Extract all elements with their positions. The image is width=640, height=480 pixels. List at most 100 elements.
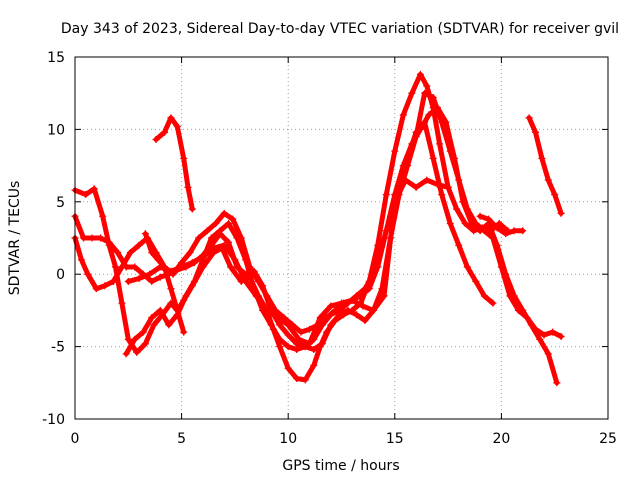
data-point [412, 128, 420, 136]
data-point [101, 282, 109, 290]
data-point [276, 343, 284, 351]
data-point [131, 263, 139, 271]
data-point [369, 306, 377, 314]
data-point [455, 241, 463, 249]
data-point [139, 328, 147, 336]
data-point [167, 114, 175, 122]
data-point [369, 270, 377, 278]
data-point [425, 111, 433, 119]
data-point [284, 364, 292, 372]
axis-ticks: 0 5 10 15 20 25 -10 -5 0 5 10 15 [42, 50, 617, 447]
data-point [233, 234, 241, 242]
series-track-6 [152, 114, 196, 213]
data-point [463, 263, 471, 271]
data-point [306, 325, 314, 333]
data-point [112, 263, 120, 271]
data-point [216, 227, 224, 235]
data-point [327, 302, 335, 310]
data-point [173, 306, 181, 314]
data-point [90, 185, 98, 193]
data-point [284, 343, 292, 351]
data-point [476, 212, 484, 220]
data-point [423, 82, 431, 90]
data-point [242, 256, 250, 264]
series-track-5 [124, 176, 452, 348]
data-point [429, 94, 437, 102]
data-point [97, 234, 105, 242]
data-point [352, 292, 360, 300]
y-axis-label: SDTVAR / TECUs [7, 181, 23, 296]
data-point [316, 314, 324, 322]
data-point [297, 328, 305, 336]
series-track-9 [476, 212, 527, 238]
data-point [284, 321, 292, 329]
data-point [92, 285, 100, 293]
series-line [153, 115, 195, 212]
data-point [210, 244, 218, 252]
data-point [348, 296, 356, 304]
data-point [551, 191, 559, 199]
data-point [544, 350, 552, 358]
data-point [231, 256, 239, 264]
data-point [190, 277, 198, 285]
data-point [161, 263, 169, 271]
data-point [310, 361, 318, 369]
data-point [468, 220, 476, 228]
data-point [152, 136, 160, 144]
series-track-7 [525, 114, 565, 217]
data-point [135, 241, 143, 249]
data-point [195, 234, 203, 242]
data-point [122, 350, 130, 358]
data-point [146, 270, 154, 278]
data-point [271, 306, 279, 314]
data-point [412, 183, 420, 191]
data-point [318, 340, 326, 348]
data-point [557, 209, 565, 217]
data-point [254, 277, 262, 285]
series-line [526, 115, 564, 216]
data-point [199, 253, 207, 261]
data-point [150, 321, 158, 329]
data-point [352, 311, 360, 319]
x-tick-label: 15 [386, 431, 404, 447]
data-point [148, 248, 156, 256]
data-point [519, 306, 527, 314]
data-point [178, 263, 186, 271]
data-point [472, 277, 480, 285]
data-point [135, 275, 143, 283]
data-point [327, 321, 335, 329]
data-point [493, 224, 501, 232]
data-point [165, 321, 173, 329]
data-point [276, 335, 284, 343]
data-point [361, 285, 369, 293]
data-point [401, 176, 409, 184]
data-point [225, 220, 233, 228]
data-point [532, 128, 540, 136]
data-point [118, 263, 126, 271]
data-point [188, 259, 196, 267]
x-tick-label: 20 [492, 431, 510, 447]
data-point [442, 118, 450, 126]
data-point [105, 238, 113, 246]
data-point [495, 220, 503, 228]
data-point [344, 306, 352, 314]
data-point [361, 317, 369, 325]
data-point [553, 379, 561, 387]
data-point [310, 345, 318, 353]
data-point [293, 345, 301, 353]
data-point [84, 270, 92, 278]
data-point [156, 273, 164, 281]
data-point [212, 220, 220, 228]
data-point [519, 227, 527, 235]
data-point [220, 209, 228, 217]
series-line [72, 90, 564, 352]
data-point [433, 180, 441, 188]
data-point [156, 306, 164, 314]
plot-frame [74, 56, 609, 420]
data-point [489, 299, 497, 307]
data-point [318, 321, 326, 329]
data-point [133, 348, 141, 356]
data-point [404, 154, 412, 162]
data-point [220, 241, 228, 249]
